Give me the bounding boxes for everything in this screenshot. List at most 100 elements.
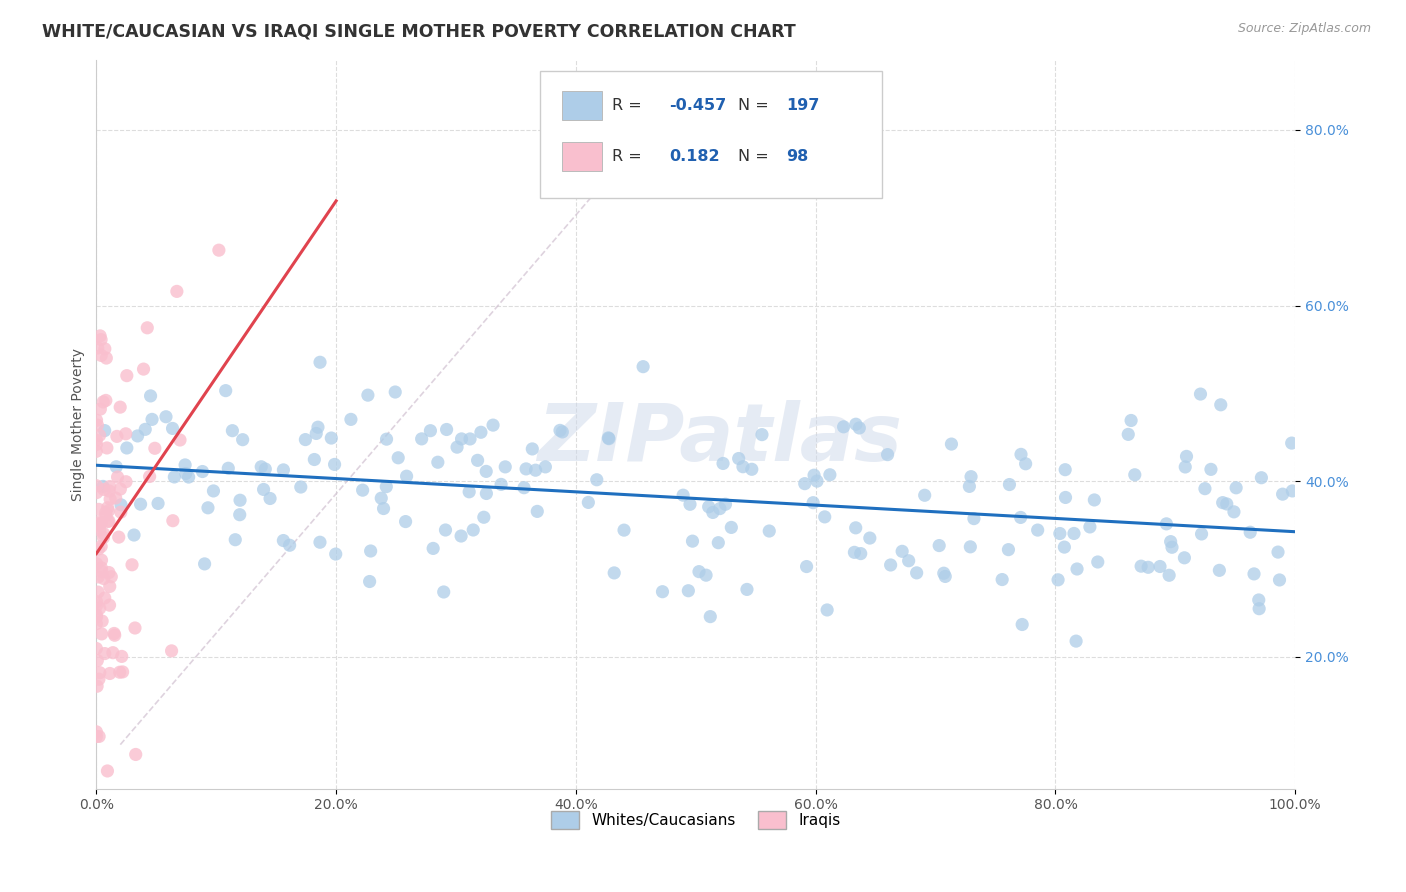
Point [94, 508, 117, 523]
Point [304, 452, 326, 467]
Point [229, 508, 252, 522]
Point [340, 412, 363, 426]
Point [1026, 523, 1049, 537]
Point [1119, 413, 1142, 427]
Point [115, 368, 138, 383]
Point [163, 470, 186, 484]
Point [1268, 573, 1291, 587]
Point [215, 384, 238, 398]
Point [229, 493, 252, 508]
Point [1173, 550, 1195, 565]
Point [394, 515, 416, 529]
Point [98, 479, 121, 493]
Point [1053, 540, 1076, 554]
Point [806, 474, 828, 488]
Point [97, 504, 120, 518]
Point [891, 544, 914, 558]
Point [111, 649, 134, 664]
Point [957, 479, 980, 493]
Point [1011, 617, 1033, 632]
Point [86, 599, 108, 613]
Point [375, 432, 398, 446]
Point [89, 523, 111, 537]
Point [307, 420, 329, 434]
Point [90, 540, 112, 554]
Point [221, 424, 243, 438]
Point [1225, 481, 1247, 495]
Point [848, 421, 870, 435]
Point [105, 429, 128, 443]
Point [98, 598, 121, 612]
Point [121, 558, 143, 572]
Point [914, 488, 936, 502]
Point [470, 425, 492, 440]
Point [711, 457, 734, 471]
Legend: Whites/Caucasians, Iraqis: Whites/Caucasians, Iraqis [546, 805, 846, 836]
Point [294, 433, 316, 447]
Point [90, 565, 112, 579]
Point [522, 442, 544, 456]
Point [91, 395, 114, 409]
Point [98, 483, 121, 498]
Point [87, 541, 110, 556]
Point [709, 501, 731, 516]
Point [422, 541, 444, 556]
Point [107, 530, 129, 544]
Point [108, 665, 131, 680]
Point [87, 341, 110, 355]
Point [89, 402, 111, 417]
Point [751, 427, 773, 442]
Point [876, 448, 898, 462]
Point [127, 429, 149, 443]
Point [1123, 467, 1146, 482]
Point [110, 505, 132, 519]
Point [959, 540, 981, 554]
Point [136, 320, 159, 334]
Point [679, 497, 702, 511]
Point [1066, 562, 1088, 576]
Point [613, 523, 636, 537]
Point [1049, 526, 1071, 541]
Point [932, 566, 955, 581]
Point [707, 535, 730, 549]
Point [94, 647, 117, 661]
Point [576, 495, 599, 509]
FancyBboxPatch shape [561, 142, 602, 171]
Point [146, 496, 169, 510]
Point [98, 579, 121, 593]
Point [122, 528, 145, 542]
Point [87, 730, 110, 744]
Point [1175, 450, 1198, 464]
Point [793, 476, 815, 491]
Point [524, 463, 547, 477]
Point [702, 505, 724, 519]
Point [370, 491, 392, 506]
Point [87, 672, 110, 686]
Point [1078, 520, 1101, 534]
Point [87, 585, 110, 599]
Point [731, 459, 754, 474]
Point [104, 628, 127, 642]
Point [1209, 398, 1232, 412]
Point [1156, 516, 1178, 531]
Point [928, 539, 950, 553]
Point [155, 409, 177, 424]
Text: 0.182: 0.182 [669, 149, 720, 164]
Point [513, 481, 536, 495]
Point [463, 523, 485, 537]
Text: R =: R = [612, 98, 647, 113]
Point [254, 462, 277, 476]
Point [124, 621, 146, 635]
Point [89, 665, 111, 680]
Point [548, 423, 571, 437]
Point [998, 477, 1021, 491]
Point [323, 458, 346, 472]
Point [90, 348, 112, 362]
Point [105, 459, 128, 474]
Point [688, 565, 710, 579]
Point [991, 573, 1014, 587]
Point [321, 431, 343, 445]
Point [86, 724, 108, 739]
Point [94, 506, 117, 520]
Point [87, 516, 110, 530]
